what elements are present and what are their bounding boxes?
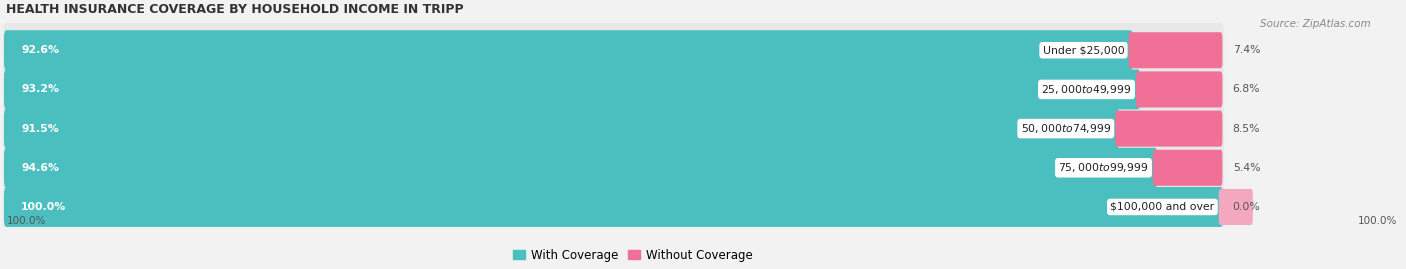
Text: 100.0%: 100.0% bbox=[1358, 216, 1398, 226]
Text: 5.4%: 5.4% bbox=[1233, 163, 1260, 173]
Text: 94.6%: 94.6% bbox=[21, 163, 59, 173]
FancyBboxPatch shape bbox=[3, 23, 1225, 78]
Text: HEALTH INSURANCE COVERAGE BY HOUSEHOLD INCOME IN TRIPP: HEALTH INSURANCE COVERAGE BY HOUSEHOLD I… bbox=[7, 3, 464, 16]
FancyBboxPatch shape bbox=[1129, 32, 1222, 68]
Text: 7.4%: 7.4% bbox=[1233, 45, 1260, 55]
FancyBboxPatch shape bbox=[3, 101, 1225, 156]
Text: 100.0%: 100.0% bbox=[7, 216, 46, 226]
Text: 100.0%: 100.0% bbox=[21, 202, 66, 212]
FancyBboxPatch shape bbox=[4, 187, 1223, 227]
Text: 6.8%: 6.8% bbox=[1233, 84, 1260, 94]
Text: 0.0%: 0.0% bbox=[1233, 202, 1261, 212]
Text: 91.5%: 91.5% bbox=[21, 124, 59, 134]
FancyBboxPatch shape bbox=[4, 148, 1157, 188]
Text: 93.2%: 93.2% bbox=[21, 84, 59, 94]
Text: $25,000 to $49,999: $25,000 to $49,999 bbox=[1042, 83, 1132, 96]
FancyBboxPatch shape bbox=[4, 69, 1140, 109]
Legend: With Coverage, Without Coverage: With Coverage, Without Coverage bbox=[509, 244, 758, 266]
Text: 92.6%: 92.6% bbox=[21, 45, 59, 55]
Text: $75,000 to $99,999: $75,000 to $99,999 bbox=[1059, 161, 1149, 174]
Text: Source: ZipAtlas.com: Source: ZipAtlas.com bbox=[1260, 19, 1371, 29]
Text: $50,000 to $74,999: $50,000 to $74,999 bbox=[1021, 122, 1111, 135]
FancyBboxPatch shape bbox=[4, 30, 1133, 70]
FancyBboxPatch shape bbox=[3, 179, 1225, 234]
FancyBboxPatch shape bbox=[3, 62, 1225, 117]
Text: Under $25,000: Under $25,000 bbox=[1043, 45, 1125, 55]
FancyBboxPatch shape bbox=[1136, 71, 1222, 107]
Text: 8.5%: 8.5% bbox=[1233, 124, 1260, 134]
FancyBboxPatch shape bbox=[1219, 189, 1253, 225]
FancyBboxPatch shape bbox=[4, 109, 1119, 148]
FancyBboxPatch shape bbox=[1115, 111, 1222, 147]
FancyBboxPatch shape bbox=[3, 140, 1225, 195]
FancyBboxPatch shape bbox=[1153, 150, 1222, 186]
Text: $100,000 and over: $100,000 and over bbox=[1111, 202, 1215, 212]
